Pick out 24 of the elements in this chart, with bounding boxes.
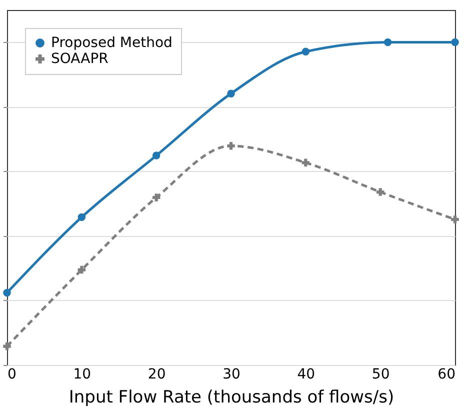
x-tick-label: 20 bbox=[148, 366, 166, 382]
point bbox=[3, 342, 11, 350]
point bbox=[152, 152, 160, 160]
legend-label: Proposed Method bbox=[51, 35, 172, 51]
x-tick-label: 60 bbox=[438, 366, 456, 382]
point bbox=[227, 142, 235, 150]
point bbox=[78, 213, 86, 222]
legend-label: SOAAPR bbox=[51, 51, 109, 67]
point bbox=[3, 288, 11, 297]
point bbox=[451, 38, 459, 46]
x-tick-label: 0 bbox=[8, 366, 16, 382]
point bbox=[451, 216, 459, 224]
point bbox=[227, 90, 235, 98]
x-axis-title: Input Flow Rate (thousands of flows/s) bbox=[68, 388, 394, 408]
point bbox=[302, 158, 310, 167]
point bbox=[152, 194, 160, 202]
x-tick-label: 30 bbox=[222, 366, 240, 382]
x-tick-label: 40 bbox=[297, 366, 316, 382]
point bbox=[384, 38, 392, 46]
point bbox=[376, 188, 384, 196]
x-tick-label: 50 bbox=[372, 366, 390, 382]
point bbox=[302, 48, 310, 56]
x-tick-label: 10 bbox=[73, 366, 92, 382]
point bbox=[78, 266, 86, 274]
